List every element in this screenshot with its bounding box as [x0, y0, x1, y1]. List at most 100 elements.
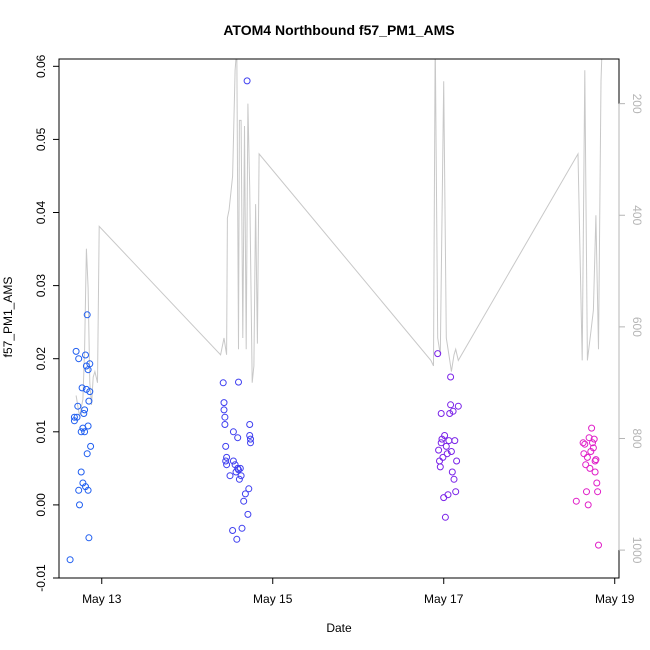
- data-point: [87, 442, 95, 450]
- data-point: [235, 475, 243, 483]
- data-point: [247, 439, 254, 447]
- data-point: [240, 497, 248, 505]
- data-point: [73, 413, 81, 421]
- data-point: [452, 488, 460, 496]
- data-point: [441, 513, 449, 521]
- data-point: [436, 463, 444, 471]
- data-point: [235, 378, 242, 386]
- data-point: [83, 311, 91, 319]
- data-point: [582, 461, 590, 469]
- data-point: [594, 488, 602, 496]
- data-point: [449, 407, 457, 415]
- y-tick-label: 0.02: [34, 347, 48, 371]
- data-point: [434, 350, 442, 358]
- data-point: [236, 464, 244, 472]
- data-point: [229, 457, 237, 465]
- data-point: [234, 434, 242, 442]
- plot-area: -0.01 0.00 0.01 0.02 0.03 0.04 0.05 0.06 200 400 6…: [34, 54, 644, 606]
- data-point: [75, 486, 83, 494]
- data-point: [435, 446, 443, 454]
- pressure-line-group: [75, 59, 603, 417]
- scatter-points-group: [66, 77, 602, 564]
- data-point: [593, 479, 601, 487]
- data-point: [221, 413, 229, 421]
- data-point: [82, 351, 89, 359]
- data-point: [235, 466, 242, 474]
- data-point: [238, 524, 246, 532]
- y-axis-label: f57_PM1_AMS: [1, 277, 15, 358]
- data-point: [246, 432, 254, 439]
- data-point: [76, 501, 83, 509]
- data-point: [448, 468, 456, 476]
- data-point: [66, 556, 74, 564]
- data-point: [75, 355, 83, 363]
- secondary-y-tick-label: 1000: [630, 537, 644, 564]
- data-point: [442, 442, 450, 450]
- data-point: [453, 457, 461, 465]
- y-tick-label: 0.01: [34, 420, 48, 444]
- data-point: [439, 453, 447, 461]
- data-point: [244, 510, 252, 518]
- data-point: [85, 397, 93, 405]
- data-point: [447, 373, 455, 381]
- data-point: [437, 439, 445, 447]
- x-axis-label: Date: [326, 621, 352, 635]
- data-point: [241, 490, 249, 498]
- data-point: [447, 401, 455, 409]
- data-point: [444, 491, 452, 499]
- y-tick-label: 0.06: [34, 54, 48, 78]
- data-point: [220, 399, 228, 407]
- data-point: [588, 424, 596, 432]
- data-point: [450, 475, 458, 483]
- y-tick-label: 0.05: [34, 127, 48, 151]
- secondary-y-tick-label: 800: [630, 428, 644, 448]
- x-tick-label: May 19: [595, 592, 635, 606]
- data-point: [220, 406, 228, 414]
- data-point: [80, 410, 88, 417]
- x-tick-label: May 17: [424, 592, 464, 606]
- data-point: [223, 461, 231, 469]
- data-point: [221, 421, 229, 428]
- data-point: [572, 497, 580, 505]
- data-point: [70, 413, 78, 421]
- data-point: [84, 422, 92, 430]
- data-point: [86, 388, 94, 396]
- data-point: [72, 347, 80, 355]
- data-point: [585, 434, 593, 442]
- data-point: [83, 450, 91, 458]
- data-point: [226, 472, 234, 480]
- data-point: [437, 410, 445, 417]
- data-point: [245, 485, 253, 493]
- secondary-y-tick-label: 200: [630, 94, 644, 114]
- y-tick-label: 0.04: [34, 201, 48, 225]
- data-point: [247, 435, 254, 443]
- data-point: [584, 501, 592, 509]
- data-point: [229, 527, 237, 534]
- data-point: [81, 406, 89, 414]
- data-point: [579, 439, 587, 447]
- chart-title: ATOM4 Northbound f57_PM1_AMS: [223, 22, 454, 38]
- data-point: [595, 541, 602, 549]
- data-point: [77, 428, 85, 436]
- x-tick-label: May 13: [82, 592, 122, 606]
- y-tick-label: -0.01: [34, 564, 48, 592]
- secondary-y-tick-label: 400: [630, 205, 644, 225]
- data-point: [81, 428, 89, 436]
- data-point: [583, 453, 591, 461]
- y-tick-label: 0.00: [34, 493, 48, 517]
- data-point: [454, 402, 462, 410]
- data-point: [74, 402, 82, 410]
- data-point: [583, 488, 590, 496]
- data-point: [85, 534, 93, 542]
- data-point: [589, 444, 597, 452]
- data-point: [219, 379, 227, 387]
- data-point: [234, 464, 242, 472]
- data-point: [451, 437, 459, 445]
- data-point: [591, 457, 599, 465]
- data-point: [586, 464, 594, 472]
- x-tick-label: May 15: [253, 592, 293, 606]
- data-point: [591, 468, 599, 476]
- data-point: [77, 468, 85, 476]
